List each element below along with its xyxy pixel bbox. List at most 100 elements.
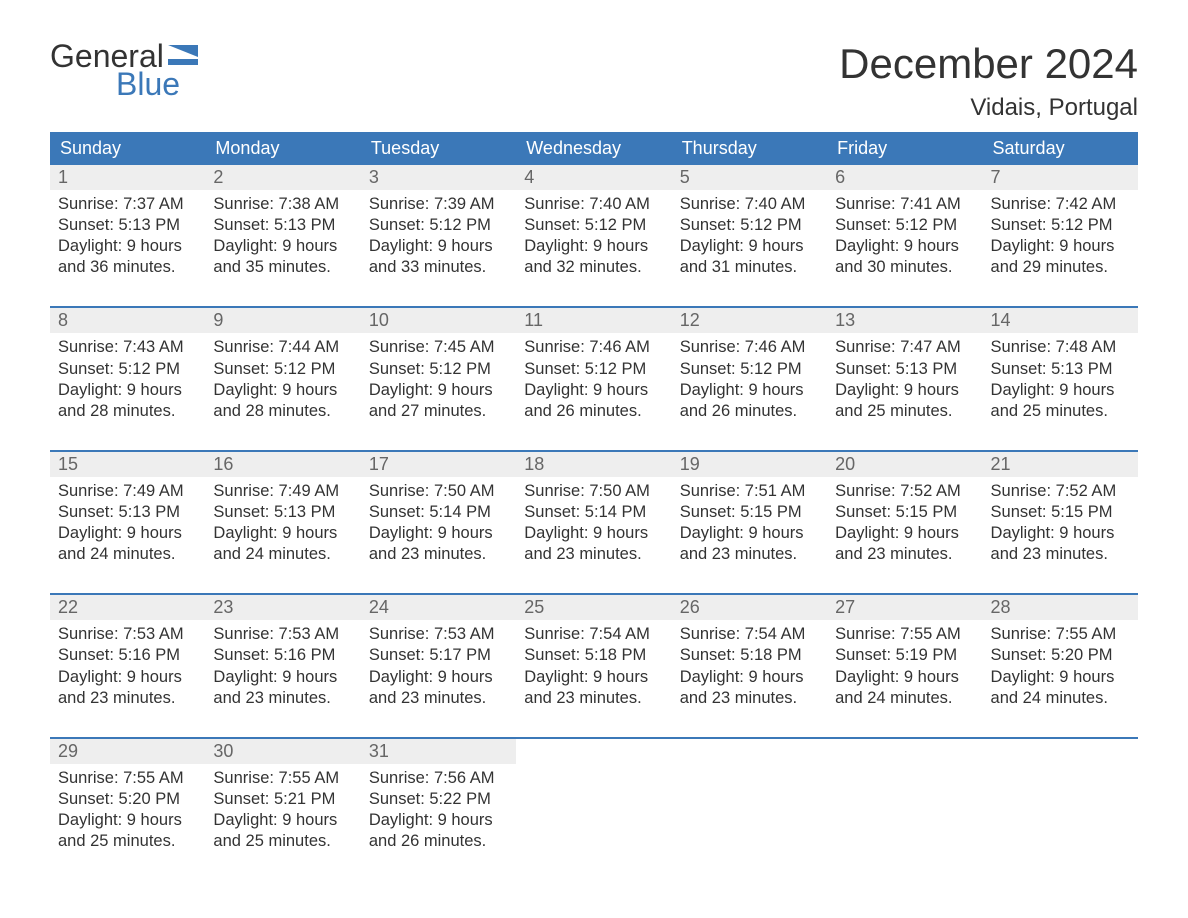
day-body: Sunrise: 7:40 AMSunset: 5:12 PMDaylight:… (672, 190, 827, 290)
day-sunset: Sunset: 5:12 PM (835, 215, 974, 236)
day-number: 9 (205, 308, 360, 333)
day-dl2: and 23 minutes. (524, 544, 663, 565)
calendar-day (516, 739, 671, 864)
day-dl2: and 36 minutes. (58, 257, 197, 278)
day-dl2: and 25 minutes. (835, 401, 974, 422)
day-sunset: Sunset: 5:16 PM (58, 645, 197, 666)
day-sunset: Sunset: 5:13 PM (213, 215, 352, 236)
day-dl1: Daylight: 9 hours (213, 380, 352, 401)
day-number: 24 (361, 595, 516, 620)
calendar-day: 23Sunrise: 7:53 AMSunset: 5:16 PMDayligh… (205, 595, 360, 720)
day-number: 30 (205, 739, 360, 764)
day-body: Sunrise: 7:46 AMSunset: 5:12 PMDaylight:… (672, 333, 827, 433)
logo: General Blue (50, 40, 198, 100)
day-sunset: Sunset: 5:12 PM (680, 359, 819, 380)
calendar-day: 29Sunrise: 7:55 AMSunset: 5:20 PMDayligh… (50, 739, 205, 864)
calendar-week: 29Sunrise: 7:55 AMSunset: 5:20 PMDayligh… (50, 737, 1138, 864)
day-dl1: Daylight: 9 hours (835, 523, 974, 544)
calendar-day (983, 739, 1138, 864)
day-sunrise: Sunrise: 7:50 AM (524, 481, 663, 502)
day-body: Sunrise: 7:50 AMSunset: 5:14 PMDaylight:… (361, 477, 516, 577)
day-sunrise: Sunrise: 7:55 AM (58, 768, 197, 789)
day-sunset: Sunset: 5:15 PM (835, 502, 974, 523)
day-sunrise: Sunrise: 7:46 AM (524, 337, 663, 358)
day-dl1: Daylight: 9 hours (213, 523, 352, 544)
day-dl2: and 31 minutes. (680, 257, 819, 278)
day-sunset: Sunset: 5:14 PM (369, 502, 508, 523)
weekday-header-row: SundayMondayTuesdayWednesdayThursdayFrid… (50, 132, 1138, 165)
weekday-header: Friday (827, 132, 982, 165)
day-dl1: Daylight: 9 hours (58, 523, 197, 544)
day-sunrise: Sunrise: 7:38 AM (213, 194, 352, 215)
day-sunset: Sunset: 5:12 PM (991, 215, 1130, 236)
day-sunset: Sunset: 5:18 PM (524, 645, 663, 666)
day-body: Sunrise: 7:50 AMSunset: 5:14 PMDaylight:… (516, 477, 671, 577)
day-dl1: Daylight: 9 hours (680, 236, 819, 257)
day-body: Sunrise: 7:49 AMSunset: 5:13 PMDaylight:… (50, 477, 205, 577)
calendar-day: 9Sunrise: 7:44 AMSunset: 5:12 PMDaylight… (205, 308, 360, 433)
day-number: 10 (361, 308, 516, 333)
day-body: Sunrise: 7:42 AMSunset: 5:12 PMDaylight:… (983, 190, 1138, 290)
day-dl2: and 23 minutes. (58, 688, 197, 709)
calendar-day: 21Sunrise: 7:52 AMSunset: 5:15 PMDayligh… (983, 452, 1138, 577)
day-dl1: Daylight: 9 hours (680, 523, 819, 544)
day-number: 28 (983, 595, 1138, 620)
day-dl1: Daylight: 9 hours (524, 380, 663, 401)
calendar-day: 18Sunrise: 7:50 AMSunset: 5:14 PMDayligh… (516, 452, 671, 577)
location-label: Vidais, Portugal (839, 94, 1138, 122)
day-sunrise: Sunrise: 7:53 AM (369, 624, 508, 645)
day-dl1: Daylight: 9 hours (58, 380, 197, 401)
day-sunset: Sunset: 5:13 PM (835, 359, 974, 380)
calendar-day: 17Sunrise: 7:50 AMSunset: 5:14 PMDayligh… (361, 452, 516, 577)
day-sunrise: Sunrise: 7:53 AM (213, 624, 352, 645)
day-sunrise: Sunrise: 7:48 AM (991, 337, 1130, 358)
day-number: 5 (672, 165, 827, 190)
day-dl2: and 23 minutes. (680, 688, 819, 709)
day-sunrise: Sunrise: 7:39 AM (369, 194, 508, 215)
title-block: December 2024 Vidais, Portugal (839, 40, 1138, 122)
day-number: 1 (50, 165, 205, 190)
day-sunset: Sunset: 5:12 PM (213, 359, 352, 380)
day-number: 19 (672, 452, 827, 477)
day-dl2: and 26 minutes. (680, 401, 819, 422)
day-body: Sunrise: 7:53 AMSunset: 5:16 PMDaylight:… (205, 620, 360, 720)
day-sunset: Sunset: 5:20 PM (58, 789, 197, 810)
day-sunset: Sunset: 5:13 PM (58, 502, 197, 523)
calendar-day: 1Sunrise: 7:37 AMSunset: 5:13 PMDaylight… (50, 165, 205, 290)
calendar-day: 16Sunrise: 7:49 AMSunset: 5:13 PMDayligh… (205, 452, 360, 577)
day-dl2: and 23 minutes. (680, 544, 819, 565)
calendar-day: 25Sunrise: 7:54 AMSunset: 5:18 PMDayligh… (516, 595, 671, 720)
day-sunset: Sunset: 5:12 PM (58, 359, 197, 380)
day-number: 20 (827, 452, 982, 477)
day-body: Sunrise: 7:53 AMSunset: 5:17 PMDaylight:… (361, 620, 516, 720)
day-number: 18 (516, 452, 671, 477)
day-dl1: Daylight: 9 hours (369, 810, 508, 831)
day-body: Sunrise: 7:48 AMSunset: 5:13 PMDaylight:… (983, 333, 1138, 433)
day-body: Sunrise: 7:54 AMSunset: 5:18 PMDaylight:… (672, 620, 827, 720)
day-dl1: Daylight: 9 hours (835, 380, 974, 401)
day-dl2: and 24 minutes. (835, 688, 974, 709)
day-sunrise: Sunrise: 7:55 AM (991, 624, 1130, 645)
day-sunset: Sunset: 5:14 PM (524, 502, 663, 523)
day-body: Sunrise: 7:40 AMSunset: 5:12 PMDaylight:… (516, 190, 671, 290)
calendar-day (827, 739, 982, 864)
weekday-header: Sunday (50, 132, 205, 165)
day-body: Sunrise: 7:37 AMSunset: 5:13 PMDaylight:… (50, 190, 205, 290)
day-sunset: Sunset: 5:22 PM (369, 789, 508, 810)
calendar-day: 28Sunrise: 7:55 AMSunset: 5:20 PMDayligh… (983, 595, 1138, 720)
day-dl2: and 30 minutes. (835, 257, 974, 278)
header: General Blue December 2024 Vidais, Portu… (50, 40, 1138, 122)
day-dl2: and 32 minutes. (524, 257, 663, 278)
weekday-header: Tuesday (361, 132, 516, 165)
day-sunset: Sunset: 5:19 PM (835, 645, 974, 666)
calendar-week: 15Sunrise: 7:49 AMSunset: 5:13 PMDayligh… (50, 450, 1138, 577)
calendar-week: 8Sunrise: 7:43 AMSunset: 5:12 PMDaylight… (50, 306, 1138, 433)
day-dl1: Daylight: 9 hours (369, 380, 508, 401)
day-dl1: Daylight: 9 hours (213, 236, 352, 257)
day-number: 22 (50, 595, 205, 620)
day-body: Sunrise: 7:46 AMSunset: 5:12 PMDaylight:… (516, 333, 671, 433)
day-sunrise: Sunrise: 7:43 AM (58, 337, 197, 358)
day-dl2: and 35 minutes. (213, 257, 352, 278)
day-sunrise: Sunrise: 7:49 AM (58, 481, 197, 502)
calendar-day: 15Sunrise: 7:49 AMSunset: 5:13 PMDayligh… (50, 452, 205, 577)
